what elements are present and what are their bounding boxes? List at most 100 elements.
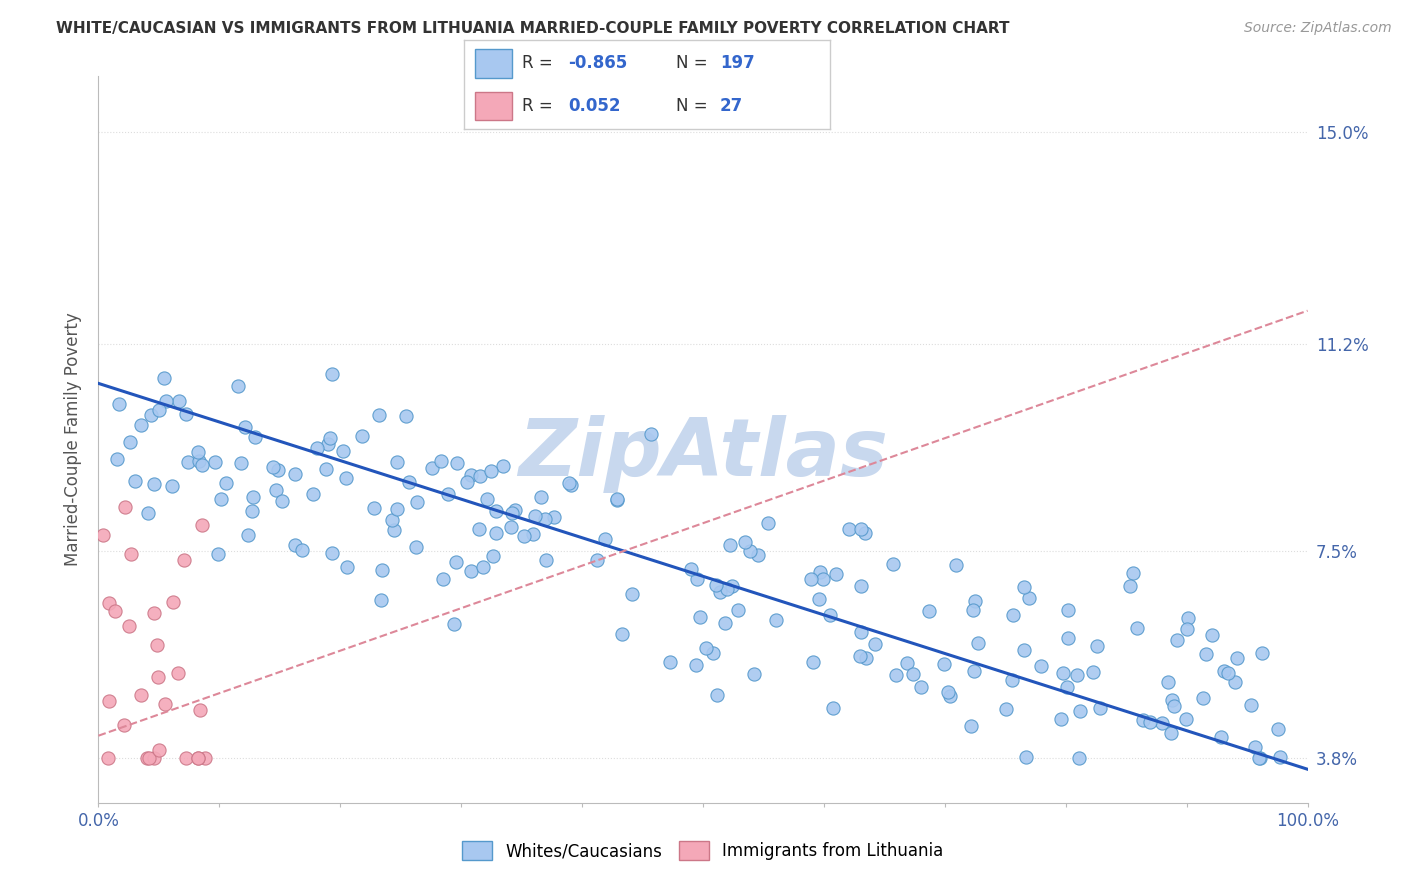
Point <box>367 408 389 422</box>
Point <box>370 563 392 577</box>
Point <box>718 537 741 551</box>
Point <box>271 493 294 508</box>
Point <box>685 658 707 673</box>
Point <box>851 522 873 536</box>
Point <box>738 544 761 558</box>
Point <box>714 615 737 630</box>
Text: R =: R = <box>523 97 558 115</box>
Point <box>155 394 177 409</box>
Point <box>1201 628 1223 642</box>
Point <box>1195 647 1218 661</box>
Point <box>145 638 167 652</box>
Point <box>1150 716 1173 731</box>
Point <box>429 454 451 468</box>
Point <box>190 458 212 472</box>
Point <box>315 462 337 476</box>
Point <box>387 455 409 469</box>
Point <box>173 553 195 567</box>
Point <box>266 463 288 477</box>
Point <box>131 688 153 702</box>
Point <box>120 435 142 450</box>
Point <box>148 403 170 417</box>
Point <box>187 751 209 765</box>
Point <box>765 613 787 627</box>
Point <box>849 579 872 593</box>
Point <box>420 460 443 475</box>
Point <box>1243 739 1265 754</box>
Point <box>97 596 120 610</box>
Point <box>160 479 183 493</box>
Point <box>233 419 256 434</box>
Point <box>1251 646 1274 660</box>
Point <box>187 751 209 765</box>
Point <box>1249 751 1271 765</box>
Point <box>443 616 465 631</box>
Point <box>1066 668 1088 682</box>
FancyBboxPatch shape <box>475 92 512 120</box>
Text: N =: N = <box>676 54 713 72</box>
Point <box>501 506 523 520</box>
Point <box>530 490 553 504</box>
Point <box>932 657 955 671</box>
Point <box>959 719 981 733</box>
Point <box>1226 651 1249 665</box>
Point <box>1014 581 1036 595</box>
Point <box>129 418 152 433</box>
Point <box>593 532 616 546</box>
Point <box>936 685 959 699</box>
Point <box>1212 664 1234 678</box>
Point <box>243 430 266 444</box>
Point <box>188 703 211 717</box>
Point <box>1177 611 1199 625</box>
Point <box>187 454 209 468</box>
Point <box>1160 726 1182 740</box>
Point <box>499 520 522 534</box>
Point <box>1216 665 1239 680</box>
Point <box>884 667 907 681</box>
Point <box>1012 643 1035 657</box>
Point <box>321 367 343 381</box>
Point <box>236 528 259 542</box>
Point <box>863 637 886 651</box>
Point <box>148 743 170 757</box>
Point <box>1139 714 1161 729</box>
Point <box>477 491 499 506</box>
Point <box>695 640 717 655</box>
Point <box>316 437 339 451</box>
Point <box>1175 622 1198 636</box>
Point <box>204 455 226 469</box>
Point <box>444 556 467 570</box>
Point <box>721 578 744 592</box>
Point <box>1090 701 1112 715</box>
Point <box>1166 633 1188 648</box>
Point <box>1132 713 1154 727</box>
Point <box>503 503 526 517</box>
Point <box>965 594 987 608</box>
Point <box>321 546 343 560</box>
Point <box>1014 750 1036 764</box>
Point <box>112 717 135 731</box>
Point <box>485 504 508 518</box>
Point <box>808 565 831 579</box>
Point <box>191 517 214 532</box>
Point <box>522 527 544 541</box>
Y-axis label: Married-Couple Family Poverty: Married-Couple Family Poverty <box>65 312 83 566</box>
Point <box>176 455 198 469</box>
Point <box>194 751 217 765</box>
Point <box>240 504 263 518</box>
Point <box>468 469 491 483</box>
Legend: Whites/Caucasians, Immigrants from Lithuania: Whites/Caucasians, Immigrants from Lithu… <box>456 835 950 867</box>
Point <box>882 558 904 572</box>
Point <box>903 666 925 681</box>
Point <box>97 694 120 708</box>
Point <box>143 751 166 765</box>
Point <box>536 553 558 567</box>
Text: WHITE/CAUCASIAN VS IMMIGRANTS FROM LITHUANIA MARRIED-COUPLE FAMILY POVERTY CORRE: WHITE/CAUCASIAN VS IMMIGRANTS FROM LITHU… <box>56 21 1010 36</box>
Point <box>853 526 876 541</box>
Point <box>808 592 831 607</box>
Point <box>621 587 644 601</box>
Point <box>456 475 478 489</box>
Text: R =: R = <box>523 54 558 72</box>
Point <box>169 394 191 409</box>
Point <box>242 490 264 504</box>
